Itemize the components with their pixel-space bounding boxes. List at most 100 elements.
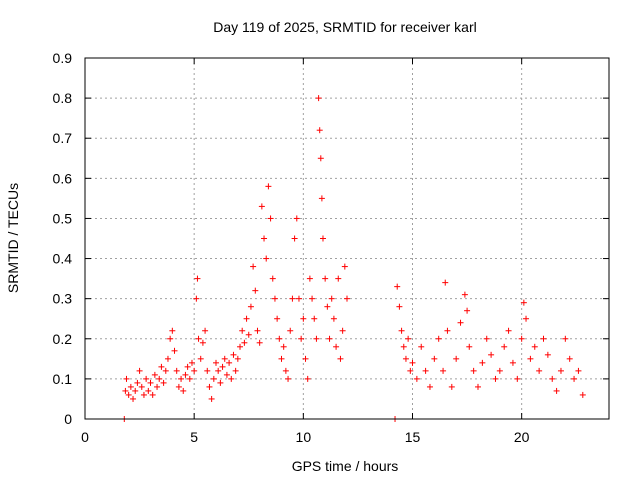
y-tick-label: 0.1 xyxy=(53,371,73,387)
data-point xyxy=(195,335,202,342)
data-point xyxy=(210,375,217,382)
y-tick-label: 0 xyxy=(64,411,72,427)
data-points xyxy=(121,95,586,422)
data-point xyxy=(488,351,495,358)
data-point xyxy=(520,299,527,306)
data-point xyxy=(341,263,348,270)
data-point xyxy=(398,327,405,334)
x-axis-label: GPS time / hours xyxy=(292,458,399,474)
data-point xyxy=(531,343,538,350)
data-point xyxy=(328,295,335,302)
data-point xyxy=(313,335,320,342)
data-point xyxy=(396,303,403,310)
data-point xyxy=(457,319,464,326)
data-point xyxy=(263,255,270,262)
data-point xyxy=(492,375,499,382)
data-point xyxy=(125,391,132,398)
data-point xyxy=(228,375,235,382)
y-tick-label: 0.4 xyxy=(53,251,73,267)
y-tick-label: 0.7 xyxy=(53,130,73,146)
data-point xyxy=(324,303,331,310)
data-point xyxy=(394,283,401,290)
data-point xyxy=(226,359,233,366)
data-point xyxy=(123,375,130,382)
data-point xyxy=(453,355,460,362)
data-point xyxy=(575,367,582,374)
data-point xyxy=(274,315,281,322)
data-point xyxy=(140,391,147,398)
data-point xyxy=(254,327,261,334)
data-point xyxy=(164,355,171,362)
data-point xyxy=(188,359,195,366)
data-point xyxy=(287,327,294,334)
plot-frame xyxy=(84,57,610,420)
data-point xyxy=(167,335,174,342)
data-point xyxy=(158,363,165,370)
data-point xyxy=(505,327,512,334)
data-point xyxy=(160,379,167,386)
data-point xyxy=(162,367,169,374)
data-point xyxy=(138,383,145,390)
data-point xyxy=(223,371,230,378)
data-point xyxy=(316,127,323,134)
y-tick-label: 0.8 xyxy=(53,90,73,106)
data-point xyxy=(191,367,198,374)
data-point xyxy=(127,383,134,390)
data-point xyxy=(333,343,340,350)
data-point xyxy=(322,275,329,282)
data-point xyxy=(461,291,468,298)
data-point xyxy=(514,375,521,382)
data-point xyxy=(151,371,158,378)
data-point xyxy=(221,355,228,362)
data-point xyxy=(418,343,425,350)
data-point xyxy=(234,355,241,362)
data-point xyxy=(180,387,187,394)
data-point xyxy=(540,335,547,342)
data-point xyxy=(186,375,193,382)
data-point xyxy=(175,383,182,390)
data-point xyxy=(239,327,246,334)
data-point xyxy=(566,355,573,362)
data-point xyxy=(431,355,438,362)
data-point xyxy=(298,335,305,342)
data-point xyxy=(243,315,250,322)
data-point xyxy=(409,359,416,366)
data-point xyxy=(536,367,543,374)
data-point xyxy=(134,379,141,386)
data-point xyxy=(182,371,189,378)
data-point xyxy=(300,315,307,322)
data-point xyxy=(442,279,449,286)
data-point xyxy=(317,155,324,162)
data-point xyxy=(557,367,564,374)
data-point xyxy=(440,367,447,374)
data-point xyxy=(265,183,272,190)
data-point xyxy=(149,391,156,398)
data-point xyxy=(435,335,442,342)
data-point xyxy=(237,343,244,350)
data-point xyxy=(464,307,471,314)
data-point xyxy=(215,367,222,374)
data-point xyxy=(315,95,322,102)
data-point xyxy=(267,215,274,222)
data-point xyxy=(311,315,318,322)
data-point xyxy=(169,327,176,334)
data-point xyxy=(553,387,560,394)
data-point xyxy=(319,235,326,242)
data-point xyxy=(304,375,311,382)
data-point xyxy=(571,375,578,382)
data-point xyxy=(261,235,268,242)
data-point xyxy=(407,367,414,374)
data-point xyxy=(278,355,285,362)
data-point xyxy=(213,359,219,366)
data-point xyxy=(199,339,206,346)
x-tick-label: 10 xyxy=(296,429,312,445)
data-point xyxy=(171,347,178,354)
data-point xyxy=(130,395,137,402)
data-point xyxy=(232,367,239,374)
data-point xyxy=(309,295,316,302)
data-point xyxy=(202,327,209,334)
data-point xyxy=(241,339,248,346)
data-point xyxy=(448,383,455,390)
x-tick-label: 20 xyxy=(514,429,530,445)
data-point xyxy=(156,375,163,382)
